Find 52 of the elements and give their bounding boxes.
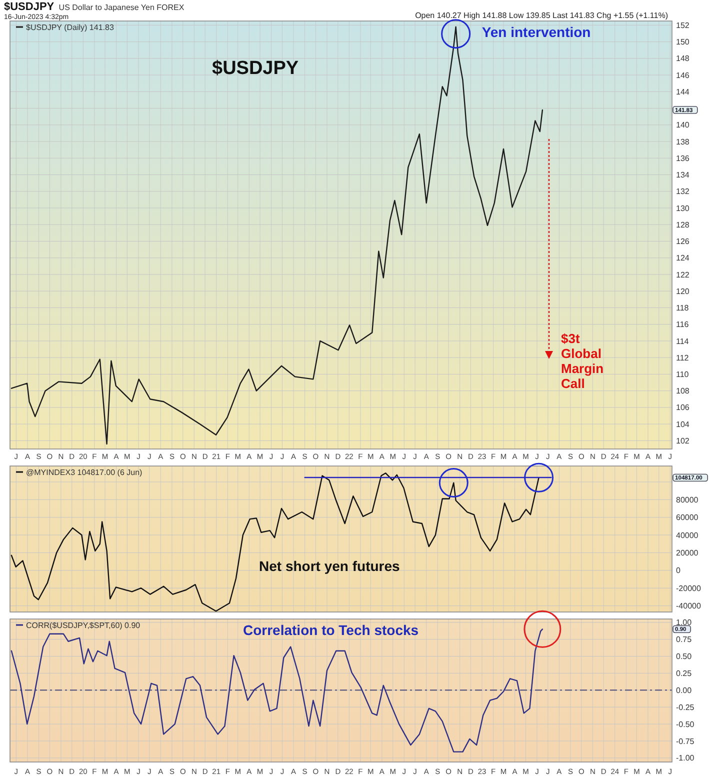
annotation: Net short yen futures — [259, 558, 400, 574]
legend-label: CORR($USDJPY,$SPT,60) 0.90 — [26, 621, 141, 630]
y-tick-label: 60000 — [676, 513, 699, 522]
annotation: Yen intervention — [482, 24, 591, 40]
chart-subtitle: US Dollar to Japanese Yen FOREX — [58, 3, 185, 12]
y-tick-label: 0 — [676, 566, 681, 576]
y-tick-label: 134 — [676, 170, 690, 180]
annotation: $3t Global Margin Call — [561, 331, 604, 391]
y-tick-label: -1.00 — [676, 754, 695, 763]
annotation: $USDJPY — [212, 58, 299, 79]
y-tick-label: -0.50 — [676, 720, 695, 729]
y-tick-label: 102 — [676, 436, 690, 446]
y-tick-label: -20000 — [676, 584, 702, 593]
y-tick-label: 1.00 — [676, 618, 692, 628]
y-tick-label: -0.25 — [676, 702, 695, 712]
y-tick-label: 118 — [676, 304, 690, 313]
y-tick-label: 126 — [676, 237, 690, 246]
y-tick-label: 138 — [676, 137, 690, 146]
y-tick-label: 132 — [676, 187, 690, 196]
y-tick-label: 104 — [676, 420, 690, 429]
y-tick-label: 116 — [676, 320, 690, 330]
legend-label: @MYINDEX3 104817.00 (6 Jun) — [26, 468, 143, 477]
y-tick-label: 150 — [676, 38, 690, 47]
y-tick-label: 0.75 — [676, 635, 692, 644]
annotation: Correlation to Tech stocks — [243, 622, 419, 638]
y-tick-label: 112 — [676, 353, 690, 362]
y-tick-label: 128 — [676, 220, 690, 230]
y-tick-label: 0.00 — [676, 686, 692, 695]
y-tick-label: 120 — [676, 286, 690, 296]
y-tick-label: 108 — [676, 386, 690, 396]
y-tick-label: 140 — [676, 120, 690, 130]
y-tick-label: 114 — [676, 336, 690, 346]
legend-label: $USDJPY (Daily) 141.83 — [26, 23, 114, 32]
y-tick-label: 152 — [676, 20, 690, 30]
y-tick-label: 0.50 — [676, 652, 692, 662]
y-tick-label: 110 — [676, 370, 690, 380]
y-tick-label: 0.25 — [676, 669, 692, 678]
y-tick-label: 124 — [676, 254, 690, 263]
y-tick-label: 130 — [676, 204, 690, 213]
y-tick-label: -0.75 — [676, 736, 695, 746]
y-tick-label: 20000 — [676, 548, 699, 558]
y-tick-label: 146 — [676, 70, 690, 80]
y-tick-label: 144 — [676, 87, 690, 96]
y-tick-label: 106 — [676, 403, 690, 412]
y-tick-label: 122 — [676, 270, 690, 280]
chart-title: $USDJPY — [4, 1, 55, 13]
y-tick-label: 136 — [676, 154, 690, 163]
y-tick-label: 80000 — [676, 495, 699, 504]
text: Open 140.27 High 141.88 Low 139.85 Last 141.83 Chg +1.55 (+1.11%) — [415, 11, 668, 20]
y-tick-label: 148 — [676, 54, 690, 64]
y-tick-label: 40000 — [676, 530, 699, 540]
y-tick-label: -40000 — [676, 602, 702, 611]
